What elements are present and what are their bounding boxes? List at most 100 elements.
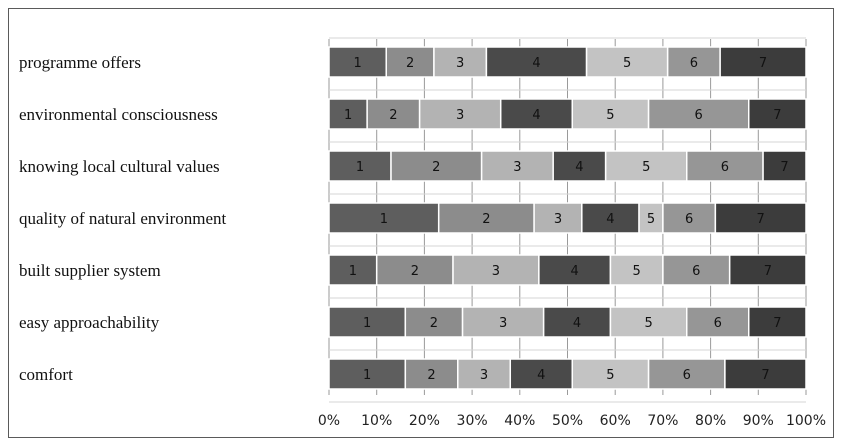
segment-label: 2 — [432, 160, 440, 175]
bar-segment-2 — [437, 202, 535, 234]
bar-segment-7 — [762, 150, 807, 182]
segment-label: 5 — [606, 108, 614, 123]
segment-label: 1 — [380, 212, 388, 227]
bar-segment-3 — [418, 98, 502, 130]
bar-segment-7 — [728, 254, 807, 286]
bar-segment-7 — [719, 46, 807, 78]
category-label: comfort — [19, 365, 73, 384]
bar-segment-2 — [404, 306, 464, 338]
segment-label: 7 — [761, 368, 769, 383]
bar-segment-1 — [328, 98, 368, 130]
bar-segment-2 — [404, 358, 459, 390]
bar-segment-4 — [499, 98, 574, 130]
x-tick-label: 90% — [743, 413, 774, 429]
bar-segment-2 — [375, 254, 454, 286]
segment-label: 4 — [532, 108, 540, 123]
bar-segment-7 — [724, 358, 807, 390]
bar-segment-1 — [328, 46, 387, 78]
x-tick-label: 100% — [786, 413, 826, 429]
segment-label: 7 — [773, 108, 781, 123]
segment-label: 7 — [764, 264, 772, 279]
category-label: environmental consciousness — [19, 105, 218, 124]
bar-segment-4 — [485, 46, 588, 78]
bar-segment-6 — [647, 358, 726, 390]
segment-label: 4 — [573, 316, 581, 331]
segment-label: 1 — [353, 56, 361, 71]
x-tick-label: 60% — [600, 413, 631, 429]
bar-row: programme offers 1 2 3 4 5 6 7 — [19, 46, 807, 78]
x-axis: 0% 10% 20% 30% 40% 50% 60% 70% 80% 90% 100% — [318, 413, 826, 429]
bar-segment-6 — [686, 306, 750, 338]
segment-label: 5 — [642, 160, 650, 175]
category-label: knowing local cultural values — [19, 157, 220, 176]
segment-label: 2 — [482, 212, 490, 227]
segment-label: 4 — [537, 368, 545, 383]
segment-label: 7 — [780, 160, 788, 175]
category-label: quality of natural environment — [19, 209, 227, 228]
bar-segment-7 — [748, 306, 807, 338]
bar-segment-3 — [461, 306, 545, 338]
segment-label: 3 — [456, 56, 464, 71]
bar-segment-1 — [328, 150, 392, 182]
bar-segment-6 — [666, 46, 721, 78]
segment-label: 7 — [773, 316, 781, 331]
x-tick-label: 70% — [647, 413, 678, 429]
x-tick-label: 80% — [695, 413, 726, 429]
segment-label: 6 — [692, 264, 700, 279]
x-tick-label: 10% — [361, 413, 392, 429]
segment-label: 7 — [757, 212, 765, 227]
bar-segment-3 — [533, 202, 583, 234]
x-tick-label: 20% — [409, 413, 440, 429]
bar-segment-4 — [581, 202, 640, 234]
bar-segment-6 — [686, 150, 764, 182]
segment-label: 4 — [606, 212, 614, 227]
segment-label: 2 — [427, 368, 435, 383]
segment-label: 3 — [499, 316, 507, 331]
bar-row: knowing local cultural values 1 2 3 4 5 6 7 — [19, 150, 807, 182]
segment-label: 3 — [480, 368, 488, 383]
segment-label: 1 — [363, 368, 371, 383]
x-tick-label: 0% — [318, 413, 340, 429]
category-label: programme offers — [19, 53, 141, 72]
segment-label: 3 — [456, 108, 464, 123]
bar-segment-4 — [538, 254, 612, 286]
bar-segment-2 — [366, 98, 421, 130]
segment-label: 5 — [633, 264, 641, 279]
segment-label: 4 — [571, 264, 579, 279]
bar-row: easy approachability 1 2 3 4 5 6 7 — [19, 306, 807, 338]
segment-label: 6 — [685, 212, 693, 227]
segment-label: 2 — [411, 264, 419, 279]
bar-segment-5 — [585, 46, 669, 78]
segment-label: 4 — [532, 56, 540, 71]
bar-segment-3 — [457, 358, 512, 390]
bar-segment-2 — [385, 46, 435, 78]
segment-label: 6 — [683, 368, 691, 383]
bar-segment-1 — [328, 358, 407, 390]
bar-segment-3 — [433, 46, 488, 78]
segment-label: 5 — [623, 56, 631, 71]
segment-label: 1 — [356, 160, 364, 175]
segment-label: 2 — [406, 56, 414, 71]
segment-label: 5 — [644, 316, 652, 331]
segment-label: 5 — [647, 212, 655, 227]
bar-row: comfort 1 2 3 4 5 6 7 — [19, 358, 807, 390]
category-label: easy approachability — [19, 313, 160, 332]
segment-label: 1 — [349, 264, 357, 279]
x-tick-label: 50% — [552, 413, 583, 429]
segment-label: 5 — [606, 368, 614, 383]
bar-segment-4 — [509, 358, 574, 390]
segment-label: 6 — [714, 316, 722, 331]
segment-label: 6 — [690, 56, 698, 71]
bar-row: quality of natural environment 1 2 3 4 5 6 7 — [19, 202, 807, 234]
bar-row: built supplier system 1 2 3 4 5 6 7 — [19, 254, 807, 286]
segment-label: 3 — [554, 212, 562, 227]
segment-label: 2 — [389, 108, 397, 123]
segment-label: 2 — [430, 316, 438, 331]
bar-segment-7 — [748, 98, 807, 130]
bar-row: environmental consciousness 1 2 3 4 5 6 7 — [19, 98, 807, 130]
segment-label: 1 — [344, 108, 352, 123]
chart-frame: programme offers 1 2 3 4 5 6 7 environmental con… — [8, 8, 834, 438]
x-tick-label: 30% — [457, 413, 488, 429]
segment-label: 6 — [695, 108, 703, 123]
bar-segment-3 — [452, 254, 540, 286]
